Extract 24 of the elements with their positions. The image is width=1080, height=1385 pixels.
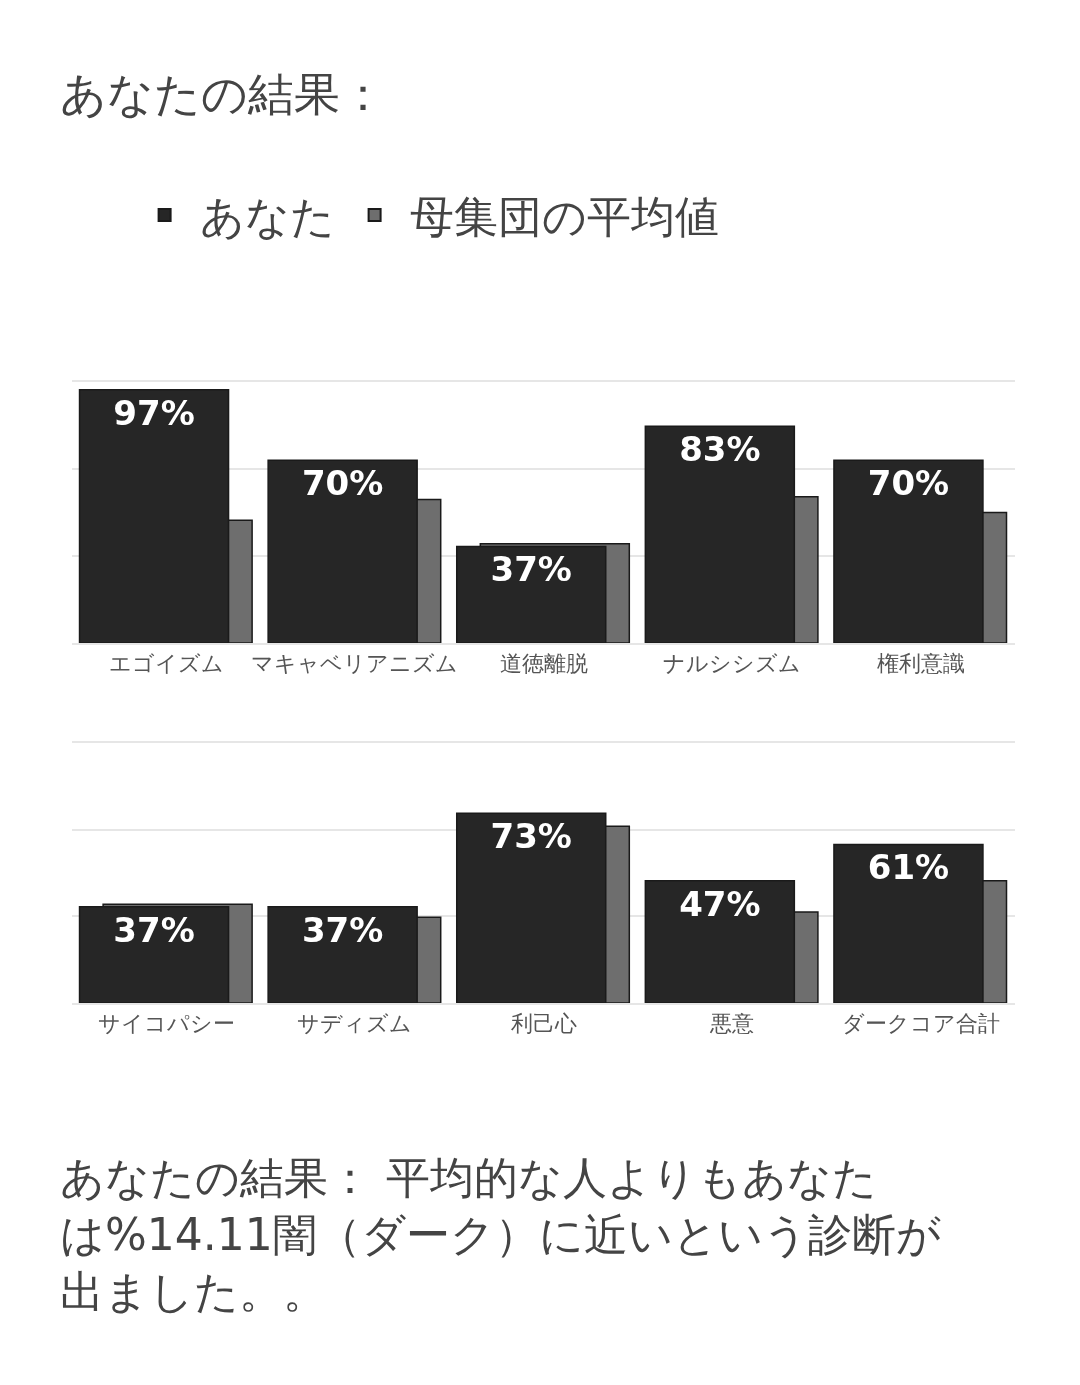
x-tick-label: サディズム bbox=[297, 1011, 413, 1037]
x-tick-label: 権利意識 bbox=[876, 651, 965, 677]
text: あなたの結果： 平均的な人よりもあなたは%14.11闇（ダーク）に近いという診断が出ました。。 bbox=[60, 1152, 941, 1318]
data-label: 47% bbox=[679, 883, 761, 924]
x-tick-label: 道徳離脱 bbox=[499, 651, 588, 677]
legend-label: あなた bbox=[199, 191, 335, 243]
x-tick-label: 悪意 bbox=[709, 1011, 755, 1037]
x-tick-label: 利己心 bbox=[510, 1011, 577, 1037]
data-label: 73% bbox=[490, 816, 572, 857]
data-label: 37% bbox=[113, 909, 195, 950]
x-tick-label: ナルシシズム bbox=[663, 651, 802, 677]
data-label: 37% bbox=[301, 909, 384, 950]
legend-label: 母集団の平均値 bbox=[409, 191, 719, 243]
data-label: 97% bbox=[113, 392, 195, 433]
x-tick-label: サイコパシー bbox=[97, 1011, 235, 1037]
chart-title: あなたの結果： bbox=[60, 67, 386, 121]
x-tick-label: マキャベリアニズム bbox=[251, 651, 459, 677]
data-label: 37% bbox=[490, 549, 572, 590]
data-label: 83% bbox=[679, 429, 761, 470]
data-label: 70% bbox=[301, 463, 384, 504]
x-tick-label: ダークコア合計 bbox=[841, 1011, 1000, 1037]
data-label: 61% bbox=[867, 847, 950, 888]
data-label: 70% bbox=[867, 463, 950, 504]
x-tick-label: エゴイズム bbox=[108, 651, 224, 677]
